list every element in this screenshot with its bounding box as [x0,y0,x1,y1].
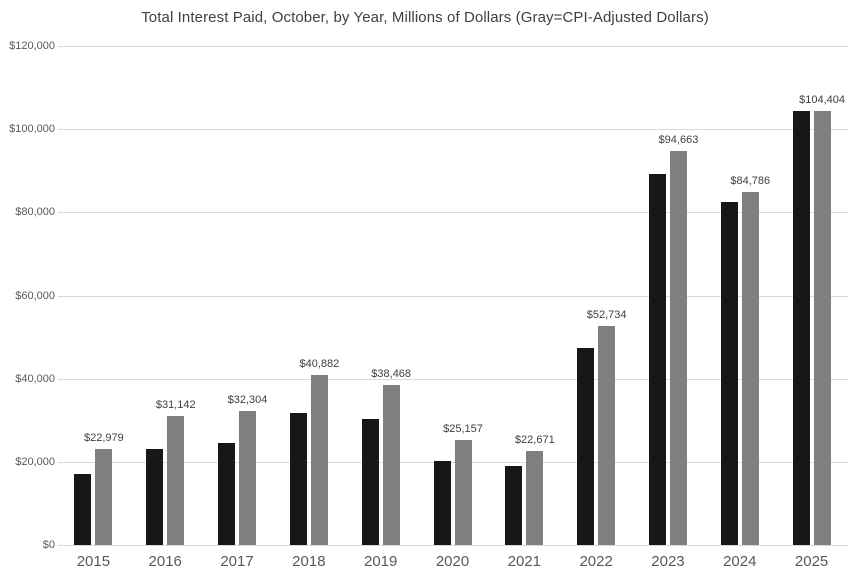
bar-value-label-2021: $22,671 [514,433,555,446]
x-axis-label-2024: 2024 [723,553,757,570]
gridline [57,46,848,47]
bar-nominal-2019 [361,418,379,545]
bar-value-label-2024: $84,786 [730,175,771,188]
y-axis-tick-label: $120,000 [9,40,55,52]
x-axis-label-2021: 2021 [507,553,541,570]
bar-cpi-adjusted-2023 [669,151,687,545]
bar-value-label-2020: $25,157 [443,423,483,436]
bar-nominal-2015 [74,474,92,545]
x-axis-label-2023: 2023 [651,553,685,570]
gridline [57,129,848,131]
gridline [57,378,848,380]
bar-value-label-2023: $94,663 [658,134,699,147]
x-axis-label-2018: 2018 [292,553,326,570]
bar-cpi-adjusted-2025 [813,110,831,545]
bar-cpi-adjusted-2016 [167,415,185,545]
bar-nominal-2021 [505,465,523,545]
y-axis-tick-label: $100,000 [9,123,55,136]
bar-cpi-adjusted-2021 [526,450,544,545]
bar-value-label-2019: $38,468 [371,368,412,381]
gridline [57,461,848,463]
x-axis-label-2017: 2017 [220,553,254,570]
x-axis-label-2016: 2016 [148,553,182,570]
bar-cpi-adjusted-2017 [239,410,257,545]
x-axis-label-2015: 2015 [76,553,111,570]
bar-nominal-2016 [146,449,164,545]
gridline [57,295,848,297]
chart-title: Total Interest Paid, October, by Year, M… [141,9,709,26]
bar-nominal-2018 [289,412,307,545]
bar-value-label-2025: $104,404 [799,93,846,106]
y-axis-tick-label: $0 [42,539,55,551]
bar-nominal-2017 [218,442,236,545]
y-axis-tick-label: $60,000 [15,289,55,302]
y-axis-tick-label: $80,000 [15,206,55,219]
bar-cpi-adjusted-2015 [95,449,113,545]
gridline [57,212,848,214]
bar-cpi-adjusted-2024 [741,192,759,545]
bar-nominal-2022 [577,347,595,545]
bar-cpi-adjusted-2019 [382,385,400,545]
bar-nominal-2020 [433,460,451,545]
bar-nominal-2024 [720,202,738,545]
gridline [57,545,848,546]
x-axis-label-2019: 2019 [363,553,398,570]
bar-value-label-2016: $31,142 [155,398,196,411]
y-axis-tick-label: $40,000 [15,372,55,385]
x-axis-label-2020: 2020 [435,553,470,570]
bar-cpi-adjusted-2022 [598,325,616,545]
bar-cpi-adjusted-2018 [310,374,328,545]
bar-cpi-adjusted-2020 [454,440,472,545]
y-axis-tick-label: $20,000 [15,455,55,468]
bar-value-label-2018: $40,882 [299,357,340,370]
bar-value-label-2015: $22,979 [84,432,124,445]
x-axis-label-2022: 2022 [579,553,613,570]
x-axis-label-2025: 2025 [794,553,829,570]
bar-nominal-2023 [648,173,666,545]
bar-value-label-2017: $32,304 [227,393,268,406]
bar-nominal-2025 [792,110,810,545]
bar-value-label-2022: $52,734 [586,308,627,321]
